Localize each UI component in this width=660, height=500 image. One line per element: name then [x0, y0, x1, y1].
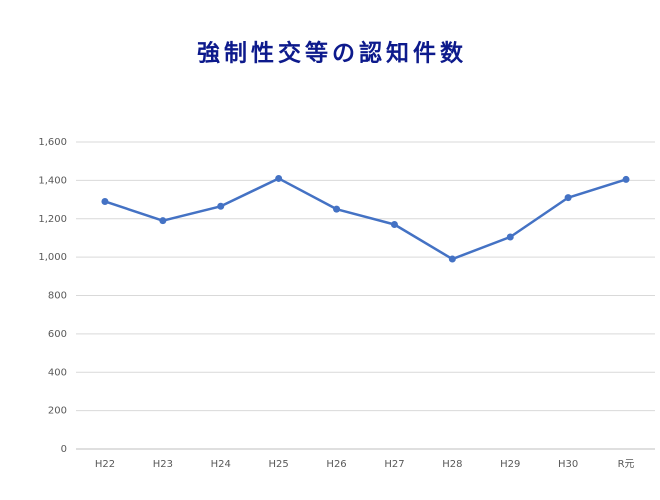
x-tick-label: H30 — [558, 459, 578, 470]
y-tick-label: 1,400 — [38, 175, 67, 186]
x-tick-label: H28 — [442, 459, 462, 470]
x-tick-label: H24 — [211, 459, 231, 470]
y-tick-label: 800 — [48, 291, 67, 302]
data-point — [333, 205, 341, 213]
y-tick-label: 1,200 — [38, 214, 67, 225]
data-point — [275, 174, 283, 182]
y-tick-label: 400 — [48, 367, 67, 378]
x-tick-label: H26 — [326, 459, 346, 470]
data-point — [448, 255, 456, 263]
y-tick-label: 600 — [48, 329, 67, 340]
y-tick-label: 0 — [61, 444, 67, 455]
x-tick-label: H25 — [269, 459, 289, 470]
x-tick-label: R元 — [618, 459, 635, 470]
y-tick-label: 1,000 — [38, 252, 67, 263]
x-tick-label: H27 — [384, 459, 404, 470]
x-tick-label: H23 — [153, 459, 173, 470]
data-line — [104, 177, 627, 261]
chart-title: 強制性交等の認知件数 — [197, 40, 467, 67]
data-point — [622, 175, 630, 183]
x-tick-label: H22 — [95, 459, 115, 470]
data-point — [101, 197, 109, 205]
data-point — [506, 233, 514, 241]
y-tick-label: 1,600 — [38, 137, 67, 148]
data-point — [390, 221, 398, 229]
data-point — [159, 217, 167, 225]
y-tick-label: 200 — [48, 406, 67, 417]
data-point — [217, 202, 225, 210]
data-point — [564, 194, 572, 202]
x-tick-label: H29 — [500, 459, 520, 470]
